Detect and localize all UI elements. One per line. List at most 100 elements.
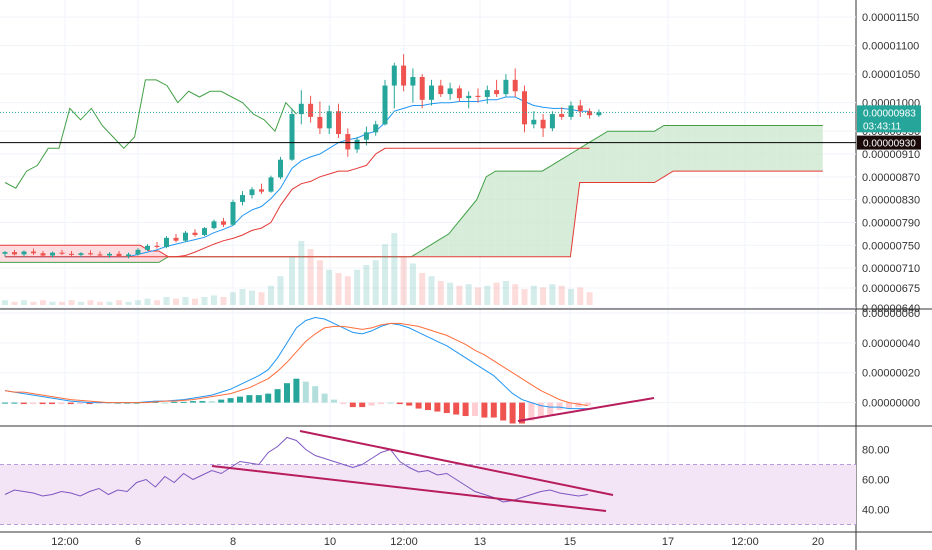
volume-bar <box>87 300 94 305</box>
histogram-bar <box>415 402 422 409</box>
histogram-bar <box>359 402 366 408</box>
cloud-segment <box>776 125 786 172</box>
macd-pane[interactable] <box>2 316 591 424</box>
cloud-segment <box>430 239 440 257</box>
price-tick-label: 0.00000710 <box>862 263 920 275</box>
cloud-segment <box>794 125 805 172</box>
countdown-badge-bg <box>857 118 921 133</box>
cloud-segment <box>561 154 571 257</box>
time-tick-label: 6 <box>135 536 141 548</box>
histogram-bar <box>199 401 206 403</box>
volume-bar <box>173 298 179 305</box>
candle-body <box>419 77 425 100</box>
volume-bar <box>437 281 444 305</box>
cloud-segment <box>710 125 720 172</box>
candle-body <box>31 251 36 254</box>
rsi-band <box>0 464 856 525</box>
volume-bar <box>144 298 151 305</box>
cloud-segment <box>645 131 655 183</box>
histogram-bar <box>443 402 450 414</box>
candle-body <box>298 103 304 115</box>
candle-body <box>568 105 574 117</box>
volume-bar <box>484 285 491 305</box>
histogram-bar <box>378 402 384 405</box>
volume-bar <box>475 287 481 305</box>
candle-body <box>289 114 295 160</box>
candle-body <box>484 90 490 97</box>
cloud-segment <box>748 125 758 172</box>
cloud-segment <box>719 125 730 172</box>
rsi-pane[interactable] <box>0 436 856 525</box>
signal-line <box>4 322 588 407</box>
histogram-bar <box>180 401 187 403</box>
time-tick-label: 12:00 <box>51 536 79 548</box>
volume-bar <box>568 289 574 305</box>
candle-body <box>587 111 593 116</box>
candle-body <box>259 189 264 192</box>
time-axis[interactable]: 12:00 6 8 10 12:00 13 15 17 12:00 20 <box>51 536 824 548</box>
histogram-bar <box>481 402 488 418</box>
volume-bar <box>116 300 122 305</box>
candle-body <box>475 95 481 97</box>
volume-bar <box>277 276 284 305</box>
cloud-segment <box>458 211 468 257</box>
candle-body <box>577 105 583 112</box>
candle-body <box>429 85 434 100</box>
candle-body <box>503 79 509 95</box>
histogram-bar <box>312 386 319 403</box>
macd-tick-label: 0.00000020 <box>862 368 920 380</box>
histogram-bar <box>86 402 93 405</box>
candle-body <box>88 253 93 255</box>
volume-bar <box>354 269 361 305</box>
histogram-bar <box>274 389 281 403</box>
cloud-segment <box>701 125 711 172</box>
histogram-bar <box>20 402 27 405</box>
volume-bar <box>11 301 18 305</box>
candle-body <box>230 201 236 225</box>
histogram-bar <box>227 398 234 403</box>
histogram-bar <box>39 402 46 405</box>
cloud-segment <box>663 125 674 177</box>
volume-bar <box>307 249 314 305</box>
candle-body <box>494 90 500 95</box>
volume-bar <box>211 295 217 305</box>
histogram-bar <box>509 402 516 424</box>
volume-bar <box>59 301 65 305</box>
candle-body <box>456 88 462 99</box>
candle-body <box>438 85 444 95</box>
price-tick-label: 0.00000790 <box>862 217 920 229</box>
cloud-segment <box>598 131 608 183</box>
candle-body <box>59 252 65 254</box>
drawn-trendlines[interactable] <box>211 397 655 512</box>
volume-bar <box>68 300 75 305</box>
volume-bar <box>549 284 556 305</box>
candle-body <box>107 253 112 256</box>
volume-bar <box>201 297 208 305</box>
candle-body <box>268 177 274 192</box>
histogram-bar <box>284 383 290 403</box>
histogram-bar <box>556 402 563 411</box>
volume-bar <box>2 300 8 305</box>
volume-bar <box>192 298 198 305</box>
histogram-bar <box>349 402 356 408</box>
candle-body <box>278 159 283 178</box>
cloud-segment <box>813 125 823 172</box>
cloud-segment <box>140 245 150 263</box>
rsi-lower-trendline <box>211 465 607 512</box>
candle-body <box>192 232 198 235</box>
candle-body <box>336 111 341 135</box>
histogram-bar <box>575 402 582 408</box>
histogram-bar <box>566 402 572 409</box>
candle-body <box>373 124 379 133</box>
cloud-segment <box>579 142 590 183</box>
histogram-bar <box>246 395 253 403</box>
price-pane[interactable] <box>0 54 856 305</box>
volume-bar <box>30 301 37 305</box>
volume-bar <box>40 300 46 305</box>
rsi-tick-label: 80.00 <box>862 445 890 457</box>
histogram-bar <box>406 402 413 406</box>
price-axis[interactable]: 0.000011500.000011000.000010500.00001000… <box>862 12 920 516</box>
volume-bar <box>558 285 565 305</box>
cloud-segment <box>785 125 795 172</box>
volume-bar <box>106 301 113 305</box>
